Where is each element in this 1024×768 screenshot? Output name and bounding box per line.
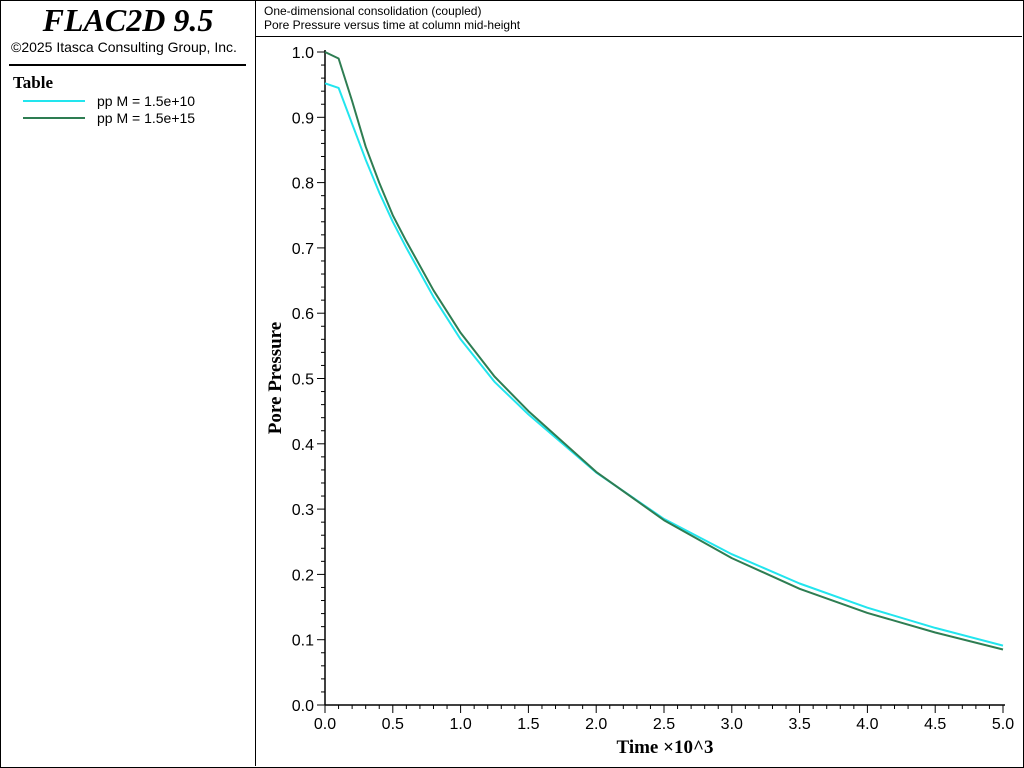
chart-header: One-dimensional consolidation (coupled) … bbox=[256, 1, 1022, 37]
series-line-2 bbox=[324, 51, 1004, 651]
legend-label: pp M = 1.5e+15 bbox=[97, 110, 196, 126]
x-tick-label: 2.5 bbox=[653, 716, 675, 733]
x-tick-label: 3.0 bbox=[721, 716, 743, 733]
app-title: FLAC2D 9.5 bbox=[42, 2, 214, 38]
x-axis-title: Time ×10^3 bbox=[617, 737, 714, 758]
legend-heading: Table bbox=[13, 73, 54, 92]
x-tick-label: 1.5 bbox=[517, 716, 539, 733]
y-tick-label: 1.0 bbox=[292, 45, 314, 62]
x-tick-label: 4.5 bbox=[924, 716, 946, 733]
y-tick-label: 0.9 bbox=[292, 110, 314, 127]
legend-item: pp M = 1.5e+10 bbox=[23, 93, 253, 109]
y-tick-label: 0.6 bbox=[292, 306, 314, 323]
y-tick-label: 0.4 bbox=[292, 437, 314, 454]
y-tick-label: 0.3 bbox=[292, 502, 314, 519]
axes: 0.0 0.1 0.2 0.3 0.4 0.5 0.6 0.7 0.8 0.9 1.0 0.0 0.5 1… bbox=[292, 45, 1014, 733]
x-tick-label: 5.0 bbox=[992, 716, 1014, 733]
legend-swatch bbox=[23, 117, 85, 119]
legend-swatch bbox=[23, 100, 85, 102]
series-layer bbox=[324, 51, 1004, 651]
y-axis-title: Pore Pressure bbox=[265, 322, 286, 434]
x-tick-label: 0.5 bbox=[382, 716, 404, 733]
y-tick-label: 0.1 bbox=[292, 633, 314, 650]
y-tick-label: 0.2 bbox=[292, 567, 314, 584]
legend-item: pp M = 1.5e+15 bbox=[23, 110, 253, 126]
pore-pressure-chart: 0.0 0.1 0.2 0.3 0.4 0.5 0.6 0.7 0.8 0.9 1.0 0.0 0.5 1… bbox=[265, 45, 1014, 758]
y-tick-label: 0.5 bbox=[292, 372, 314, 389]
divider bbox=[9, 64, 246, 66]
y-tick-label: 0.8 bbox=[292, 176, 314, 193]
copyright-text: ©2025 Itasca Consulting Group, Inc. bbox=[11, 39, 237, 55]
left-panel: FLAC2D 9.5 ©2025 Itasca Consulting Group… bbox=[1, 1, 256, 766]
legend-label: pp M = 1.5e+10 bbox=[97, 93, 196, 109]
x-tick-label: 4.0 bbox=[856, 716, 878, 733]
chart-title: One-dimensional consolidation (coupled) bbox=[264, 4, 482, 18]
x-tick-label: 2.0 bbox=[585, 716, 607, 733]
x-tick-label: 3.5 bbox=[788, 716, 810, 733]
y-tick-label: 0.7 bbox=[292, 241, 314, 258]
x-tick-label: 1.0 bbox=[449, 716, 471, 733]
x-tick-label: 0.0 bbox=[314, 716, 336, 733]
chart-subtitle: Pore Pressure versus time at column mid-… bbox=[264, 18, 521, 32]
series-line-1 bbox=[324, 82, 1004, 647]
y-tick-label: 0.0 bbox=[292, 698, 314, 715]
